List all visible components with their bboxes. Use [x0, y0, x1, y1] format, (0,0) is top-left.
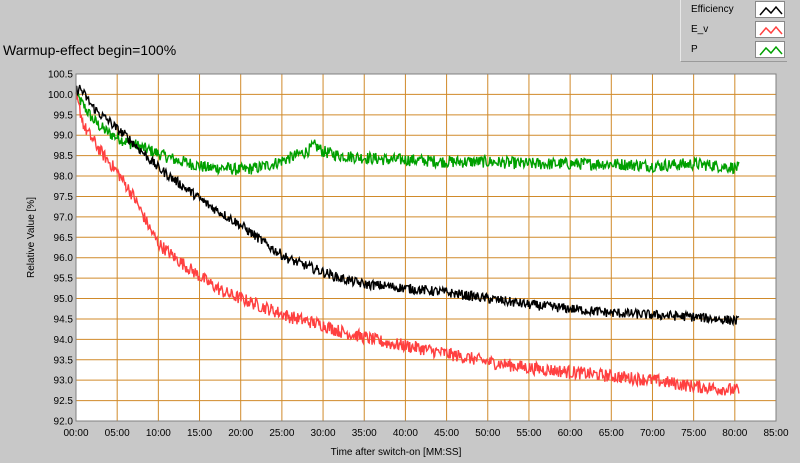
y-tick-label: 99.0	[54, 131, 74, 142]
x-tick-label: 80:00	[722, 428, 747, 439]
y-tick-label: 95.5	[54, 274, 74, 285]
plot-area	[76, 74, 776, 421]
legend-item-efficiency[interactable]: Efficiency	[681, 0, 787, 20]
chart-title: Warmup-effect begin=100%	[3, 42, 177, 58]
legend-label-e-v: E_v	[691, 24, 709, 35]
x-tick-label: 50:00	[475, 428, 500, 439]
y-tick-label: 93.5	[54, 355, 74, 366]
y-tick-label: 97.5	[54, 192, 74, 203]
x-tick-label: 45:00	[434, 428, 459, 439]
y-axis-label: Relative Value [%]	[26, 197, 37, 278]
y-tick-label: 92.0	[54, 417, 74, 428]
series-line-e-v	[75, 92, 740, 397]
x-tick-label: 40:00	[393, 428, 418, 439]
y-tick-label: 98.0	[54, 172, 74, 183]
x-tick-label: 75:00	[681, 428, 706, 439]
x-tick-label: 35:00	[352, 428, 377, 439]
y-tick-label: 93.0	[54, 376, 74, 387]
series-line-efficiency	[75, 84, 740, 327]
legend-swatch-efficiency	[755, 1, 785, 18]
x-tick-label: 55:00	[516, 428, 541, 439]
y-tick-label: 96.0	[54, 253, 74, 264]
legend-swatch-p	[755, 41, 785, 58]
series-line-p	[75, 91, 740, 176]
x-tick-label: 30:00	[311, 428, 336, 439]
x-tick-label: 00:00	[63, 428, 88, 439]
x-tick-label: 70:00	[640, 428, 665, 439]
legend-label-efficiency: Efficiency	[691, 4, 734, 15]
legend-item-p[interactable]: P	[681, 40, 787, 60]
y-tick-label: 94.5	[54, 314, 74, 325]
x-tick-label: 25:00	[269, 428, 294, 439]
y-tick-label: 92.5	[54, 396, 74, 407]
x-tick-label: 10:00	[146, 428, 171, 439]
y-tick-label: 94.0	[54, 335, 74, 346]
y-tick-label: 97.0	[54, 212, 74, 223]
y-tick-label: 99.5	[54, 110, 74, 121]
y-tick-label: 98.5	[54, 151, 74, 162]
x-tick-label: 05:00	[105, 428, 130, 439]
x-tick-label: 60:00	[558, 428, 583, 439]
x-axis-label: Time after switch-on [MM:SS]	[331, 447, 462, 458]
y-tick-label: 96.5	[54, 233, 74, 244]
legend: Efficiency E_v P	[680, 0, 787, 62]
x-tick-label: 85:00	[763, 428, 788, 439]
plot-border	[75, 73, 777, 422]
legend-item-e-v[interactable]: E_v	[681, 20, 787, 40]
y-tick-label: 95.0	[54, 294, 74, 305]
x-tick-label: 65:00	[599, 428, 624, 439]
y-tick-label: 100.5	[48, 70, 73, 81]
x-tick-label: 20:00	[228, 428, 253, 439]
y-tick-label: 100.0	[48, 90, 73, 101]
x-tick-label: 15:00	[187, 428, 212, 439]
legend-swatch-e-v	[755, 21, 785, 38]
legend-label-p: P	[691, 44, 698, 55]
